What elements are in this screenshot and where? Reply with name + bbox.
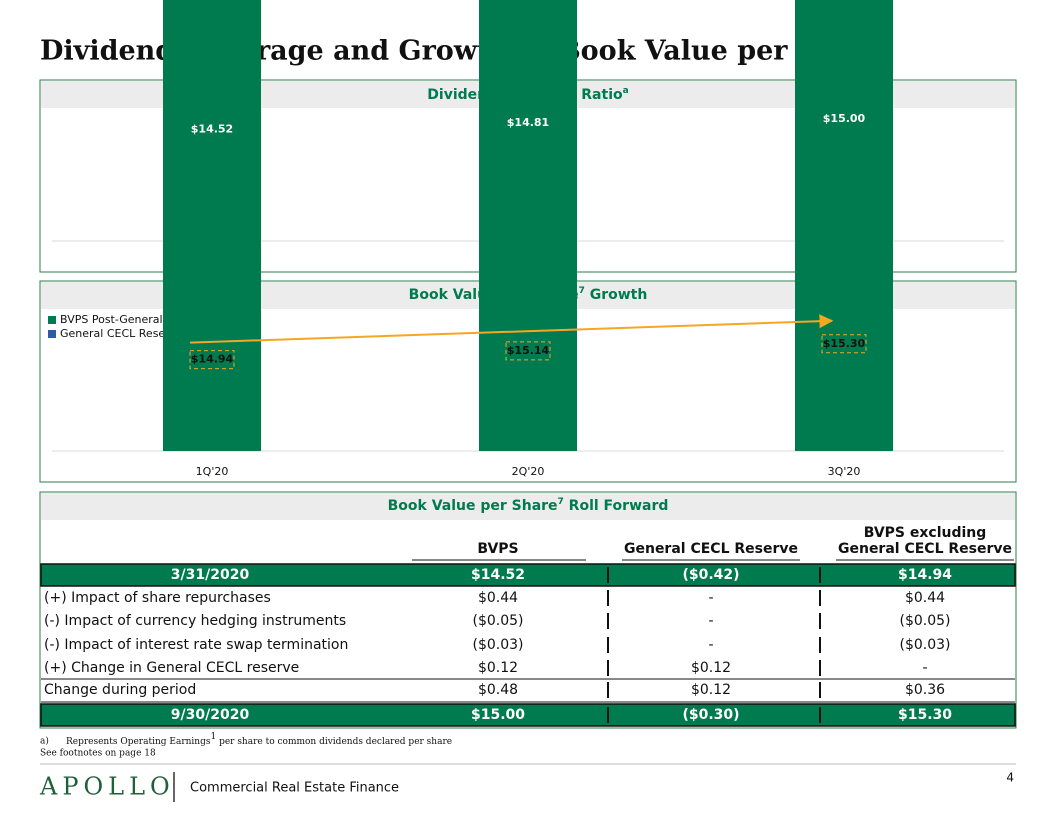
- cell: $14.52: [471, 567, 525, 583]
- footnote-ref: See footnotes on page 18: [40, 749, 156, 759]
- column-header: BVPS excluding: [864, 525, 987, 541]
- chart-title-part: a: [623, 86, 629, 96]
- cell: -: [708, 613, 713, 629]
- cell: $0.44: [905, 590, 945, 606]
- bar-segment: [479, 0, 577, 452]
- cell: ($0.42): [682, 567, 739, 583]
- total-label: $15.14: [507, 344, 550, 357]
- x-tick-label: 2Q'20: [512, 465, 545, 478]
- cell: $15.00: [471, 707, 525, 723]
- tagline: Commercial Real Estate Finance: [190, 781, 399, 796]
- column-header: BVPS: [477, 541, 518, 557]
- row-label: (-) Impact of currency hedging instrumen…: [44, 613, 346, 629]
- column-header: General CECL Reserve: [624, 541, 798, 557]
- row-label: (-) Impact of interest rate swap termina…: [44, 637, 348, 653]
- table-title-part: Book Value per Share: [388, 498, 558, 514]
- cell: $0.44: [478, 590, 518, 606]
- page-number: 4: [1006, 771, 1014, 785]
- row-label: (+) Impact of share repurchases: [44, 590, 271, 606]
- total-box: [505, 341, 551, 361]
- cell: -: [708, 590, 713, 606]
- table-title-part: Roll Forward: [564, 498, 669, 514]
- data-label: $14.81: [507, 116, 549, 129]
- legend-swatch: [48, 316, 56, 324]
- table-title-part: 7: [558, 497, 564, 507]
- legend-label: General CECL Reserve: [60, 327, 183, 340]
- footnote: Represents Operating Earnings1 per share…: [66, 732, 452, 747]
- row-highlight: [40, 703, 1016, 727]
- total-label: $14.94: [191, 353, 234, 366]
- data-label: $14.52: [191, 123, 233, 136]
- row-label: 9/30/2020: [171, 707, 250, 723]
- cell: -: [922, 660, 927, 676]
- bar-segment: [795, 0, 893, 451]
- chart-title-part: 7: [579, 286, 585, 296]
- cell: $0.48: [478, 682, 518, 698]
- cell: $0.12: [691, 660, 731, 676]
- total-label: $15.30: [823, 337, 866, 350]
- panel: [39, 491, 1017, 729]
- x-tick-label: 3Q'20: [828, 465, 861, 478]
- table-title: Book Value per Share7 Roll Forward: [388, 497, 669, 515]
- cell: $0.12: [691, 682, 731, 698]
- logo: APOLLO: [39, 773, 175, 801]
- footnote-marker: a): [40, 736, 49, 747]
- data-label: $15.00: [823, 112, 866, 125]
- panel-header: [41, 493, 1015, 520]
- cell: $0.12: [478, 660, 518, 676]
- column-header: General CECL Reserve: [838, 541, 1012, 557]
- trend-arrow: [189, 314, 834, 344]
- cell: ($0.30): [682, 707, 739, 723]
- cell: ($0.03): [472, 637, 523, 653]
- x-tick-label: 1Q'20: [196, 465, 229, 478]
- row-label: 3/31/2020: [171, 567, 250, 583]
- legend-swatch: [48, 330, 56, 338]
- row-label: Change during period: [44, 682, 196, 698]
- row-label: (+) Change in General CECL reserve: [44, 660, 299, 676]
- footnote-part: 1: [210, 732, 216, 742]
- cell: $0.36: [905, 682, 945, 698]
- row-highlight: [40, 563, 1016, 587]
- cell: $15.30: [898, 707, 952, 723]
- bar-segment: [163, 0, 261, 451]
- total-box: [821, 334, 867, 354]
- footnote-part: Represents Operating Earnings: [66, 737, 211, 747]
- cell: ($0.05): [472, 613, 523, 629]
- total-box: [189, 350, 235, 370]
- cell: ($0.05): [899, 613, 950, 629]
- cell: $14.94: [898, 567, 952, 583]
- cell: ($0.03): [899, 637, 950, 653]
- cell: -: [708, 637, 713, 653]
- chart-title-part: Growth: [585, 287, 647, 303]
- footnote-part: per share to common dividends declared p…: [216, 737, 452, 747]
